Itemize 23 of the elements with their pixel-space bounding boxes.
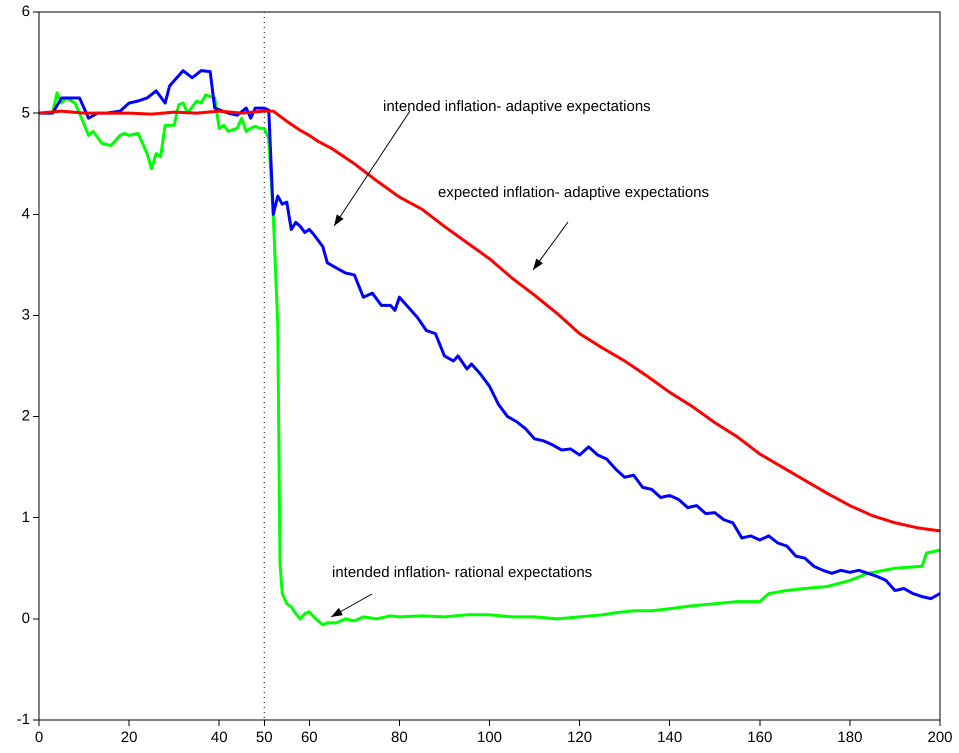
x-tick-label: 60 <box>300 729 318 746</box>
y-tick-label: 5 <box>22 104 30 122</box>
y-tick-label: 2 <box>22 408 30 425</box>
y-tick-label: 1 <box>22 508 30 526</box>
y-tick-label: 3 <box>22 306 30 324</box>
x-tick-label: 40 <box>210 729 228 746</box>
y-tick-label: 0 <box>22 610 30 627</box>
x-tick-label: 160 <box>747 729 772 746</box>
y-tick-label: 6 <box>22 3 30 20</box>
y-tick-label: -1 <box>16 711 30 728</box>
x-tick-label: 0 <box>34 729 44 746</box>
x-tick-label: 140 <box>657 729 682 746</box>
x-tick-label: 120 <box>567 729 592 746</box>
x-tick-label: 80 <box>391 729 408 746</box>
annotation: expected inflation- adaptive expectations <box>438 184 710 201</box>
x-tick-label: 20 <box>120 729 138 746</box>
x-tick-label: 50 <box>256 729 273 746</box>
annotation: intended inflation- rational expectations <box>332 564 592 581</box>
x-tick-label: 100 <box>476 729 502 746</box>
x-tick-label: 200 <box>927 729 953 746</box>
annotation: intended inflation- adaptive expectations <box>383 98 651 115</box>
y-tick-label: 4 <box>22 205 30 222</box>
x-tick-label: 180 <box>837 729 862 746</box>
